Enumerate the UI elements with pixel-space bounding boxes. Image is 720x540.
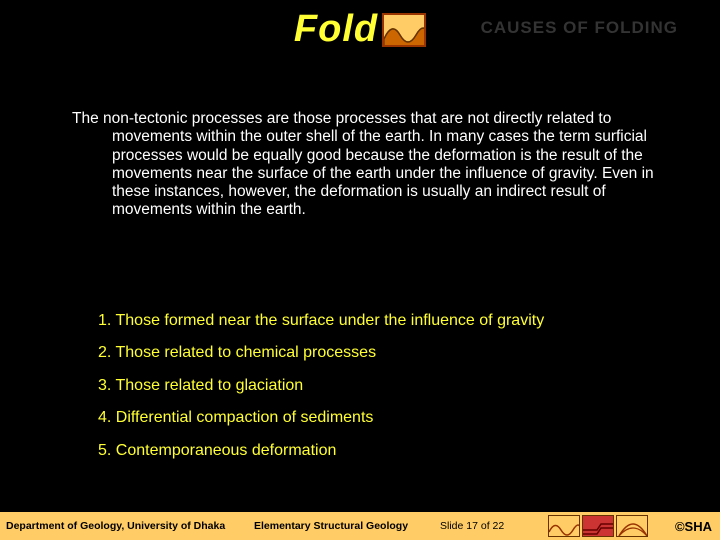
list-item: 1. Those formed near the surface under t… (98, 312, 658, 330)
fold-wave-icon (382, 13, 426, 47)
mini-fault-icon (582, 515, 614, 537)
footer-copyright: ©SHA (675, 519, 712, 534)
slide: Fold CAUSES OF FOLDING The non-tectonic … (0, 0, 720, 540)
list-item: 2. Those related to chemical processes (98, 344, 658, 362)
footer-pager: Slide 17 of 22 (440, 520, 504, 532)
list-item: 3. Those related to glaciation (98, 377, 658, 395)
body-text-content: The non-tectonic processes are those pro… (72, 110, 672, 220)
footer-department: Department of Geology, University of Dha… (6, 520, 225, 532)
list-item: 5. Contemporaneous deformation (98, 442, 658, 460)
mini-fold-icon (548, 515, 580, 537)
slide-subtitle: CAUSES OF FOLDING (481, 18, 678, 38)
mini-dome-icon (616, 515, 648, 537)
slide-footer: Department of Geology, University of Dha… (0, 512, 720, 540)
footer-icons (548, 515, 648, 537)
body-paragraph: The non-tectonic processes are those pro… (72, 110, 672, 220)
list-item: 4. Differential compaction of sediments (98, 409, 658, 427)
footer-course: Elementary Structural Geology (254, 520, 408, 532)
numbered-list: 1. Those formed near the surface under t… (98, 312, 658, 474)
slide-title: Fold (294, 8, 378, 51)
